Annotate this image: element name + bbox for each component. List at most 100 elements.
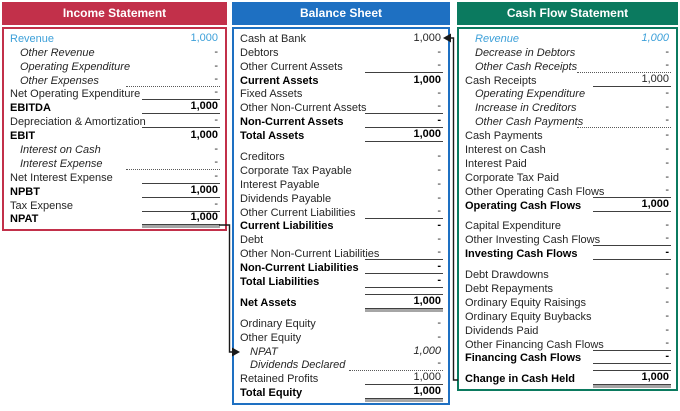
row-value: 1,000 bbox=[190, 31, 218, 44]
income-statement-panel: Income Statement Revenue 1,000 Other Reven… bbox=[2, 2, 227, 232]
row-value: - bbox=[665, 170, 669, 183]
row-value: - bbox=[365, 100, 443, 115]
row-value: 1,000 bbox=[365, 128, 443, 143]
row-label: Decrease in Debtors bbox=[475, 46, 576, 59]
row-label: Retained Profits bbox=[240, 373, 319, 386]
statement-row: Net Operating Expenditure - bbox=[10, 86, 220, 102]
row-value: 1,000 bbox=[190, 129, 218, 142]
row-label: NPAT bbox=[10, 213, 39, 226]
row-value: - bbox=[142, 86, 220, 101]
row-value: - bbox=[365, 205, 443, 219]
statement-row: Other Revenue - bbox=[10, 46, 220, 60]
statement-row: Revenue 1,000 bbox=[10, 32, 220, 46]
statement-row: Other Investing Cash Flows - bbox=[465, 232, 671, 247]
row-label: Total Equity bbox=[240, 387, 303, 400]
row-label: NPBT bbox=[10, 185, 40, 198]
statement-row: Other Operating Cash Flows - bbox=[465, 184, 671, 199]
row-label: Other Investing Cash Flows bbox=[465, 234, 601, 247]
row-label: NPAT bbox=[250, 345, 278, 358]
statement-row: EBITDA 1,000 bbox=[10, 100, 220, 115]
row-value: - bbox=[593, 337, 671, 351]
row-label: Operating Expenditure bbox=[475, 88, 586, 101]
statement-row: Total Equity 1,000 bbox=[240, 385, 443, 403]
statement-row: Interest Payable - bbox=[240, 178, 443, 192]
statement-row: Operating Expenditure - bbox=[465, 87, 671, 102]
row-value: - bbox=[437, 177, 441, 190]
row-label: Debt bbox=[240, 234, 264, 247]
row-label: Other Equity bbox=[240, 331, 302, 344]
row-value: - bbox=[593, 350, 671, 365]
statement-row: Current Liabilities - bbox=[240, 219, 443, 234]
row-value: 1,000 bbox=[641, 31, 669, 44]
statement-row: Cash Receipts 1,000 bbox=[465, 73, 671, 88]
statement-row: Tax Expense - bbox=[10, 198, 220, 213]
row-label: Non-Current Liabilities bbox=[240, 262, 359, 275]
statement-row: Non-Current Assets - bbox=[240, 114, 443, 129]
statement-row: Depreciation & Amortization - bbox=[10, 114, 220, 129]
row-label: Cash at Bank bbox=[240, 32, 307, 45]
row-label: EBITDA bbox=[10, 102, 51, 115]
balance-sheet-title: Balance Sheet bbox=[299, 6, 383, 20]
row-value: - bbox=[577, 114, 671, 129]
statement-row: Interest Paid - bbox=[465, 157, 671, 171]
row-label: Other Cash Receipts bbox=[475, 60, 578, 73]
statement-row: Non-Current Liabilities - bbox=[240, 260, 443, 275]
row-value: - bbox=[437, 45, 441, 58]
statement-row: Cash Payments - bbox=[465, 129, 671, 143]
statement-row: Operating Expenditure - bbox=[10, 60, 220, 74]
statement-row: Interest on Cash - bbox=[465, 143, 671, 157]
statement-row: Ordinary Equity Raisings - bbox=[465, 296, 671, 310]
statement-row: Cash at Bank 1,000 bbox=[240, 32, 443, 46]
row-value: - bbox=[665, 45, 669, 58]
row-label: Other Current Assets bbox=[240, 60, 343, 73]
statement-row: Capital Expenditure - bbox=[465, 219, 671, 234]
row-label: Creditors bbox=[240, 151, 285, 164]
row-value: - bbox=[437, 316, 441, 329]
row-label: Interest Paid bbox=[465, 157, 527, 170]
statement-row: Ordinary Equity - bbox=[240, 317, 443, 331]
statement-row: Other Current Liabilities - bbox=[240, 205, 443, 220]
row-label: Corporate Tax Payable bbox=[240, 164, 352, 177]
row-label: Net Assets bbox=[240, 296, 297, 309]
statement-row: Dividends Payable - bbox=[240, 192, 443, 206]
statement-row: Total Assets 1,000 bbox=[240, 128, 443, 143]
row-label: Other Expenses bbox=[20, 74, 99, 87]
income-statement-body: Revenue 1,000 Other Revenue - Operating Expe… bbox=[2, 27, 227, 232]
row-label: Total Liabilities bbox=[240, 276, 320, 289]
statement-row: Retained Profits 1,000 bbox=[240, 371, 443, 386]
income-statement-title: Income Statement bbox=[62, 6, 167, 20]
row-value: 1,000 bbox=[593, 370, 671, 389]
row-value: - bbox=[593, 246, 671, 261]
cash-flow-statement-panel: Cash Flow Statement Revenue 1,000 Decrease… bbox=[457, 2, 678, 392]
cash-flow-statement-header: Cash Flow Statement bbox=[457, 2, 678, 25]
row-label: Other Financing Cash Flows bbox=[465, 338, 604, 351]
row-value: - bbox=[665, 129, 669, 142]
statement-row: Ordinary Equity Buybacks - bbox=[465, 310, 671, 324]
row-value: - bbox=[593, 184, 671, 198]
row-label: Other Cash Payments bbox=[475, 116, 584, 129]
row-label: Net Interest Expense bbox=[10, 171, 113, 184]
row-value: 1,000 bbox=[365, 293, 443, 312]
statement-row: Corporate Tax Paid - bbox=[465, 171, 671, 185]
row-value: 1,000 bbox=[142, 100, 220, 115]
cash-flow-statement-body: Revenue 1,000 Decrease in Debtors - Other Ca… bbox=[457, 27, 678, 392]
statement-row: Increase in Creditors - bbox=[465, 101, 671, 115]
row-label: Dividends Payable bbox=[240, 192, 332, 205]
statement-row: Net Interest Expense - bbox=[10, 170, 220, 185]
row-label: Interest Expense bbox=[20, 157, 103, 170]
statement-row: Corporate Tax Payable - bbox=[240, 164, 443, 178]
row-label: Corporate Tax Paid bbox=[465, 171, 559, 184]
row-value: - bbox=[665, 268, 669, 281]
row-label: Interest Payable bbox=[240, 178, 320, 191]
statement-row: Fixed Assets - bbox=[240, 87, 443, 102]
row-label: Operating Expenditure bbox=[20, 60, 131, 73]
row-value: - bbox=[437, 163, 441, 176]
row-value: - bbox=[437, 233, 441, 246]
row-value: - bbox=[665, 156, 669, 169]
statement-row: Investing Cash Flows - bbox=[465, 246, 671, 261]
row-value: - bbox=[665, 101, 669, 114]
row-label: Revenue bbox=[475, 32, 520, 45]
row-label: Ordinary Equity bbox=[240, 317, 316, 330]
row-label: Total Assets bbox=[240, 130, 305, 143]
